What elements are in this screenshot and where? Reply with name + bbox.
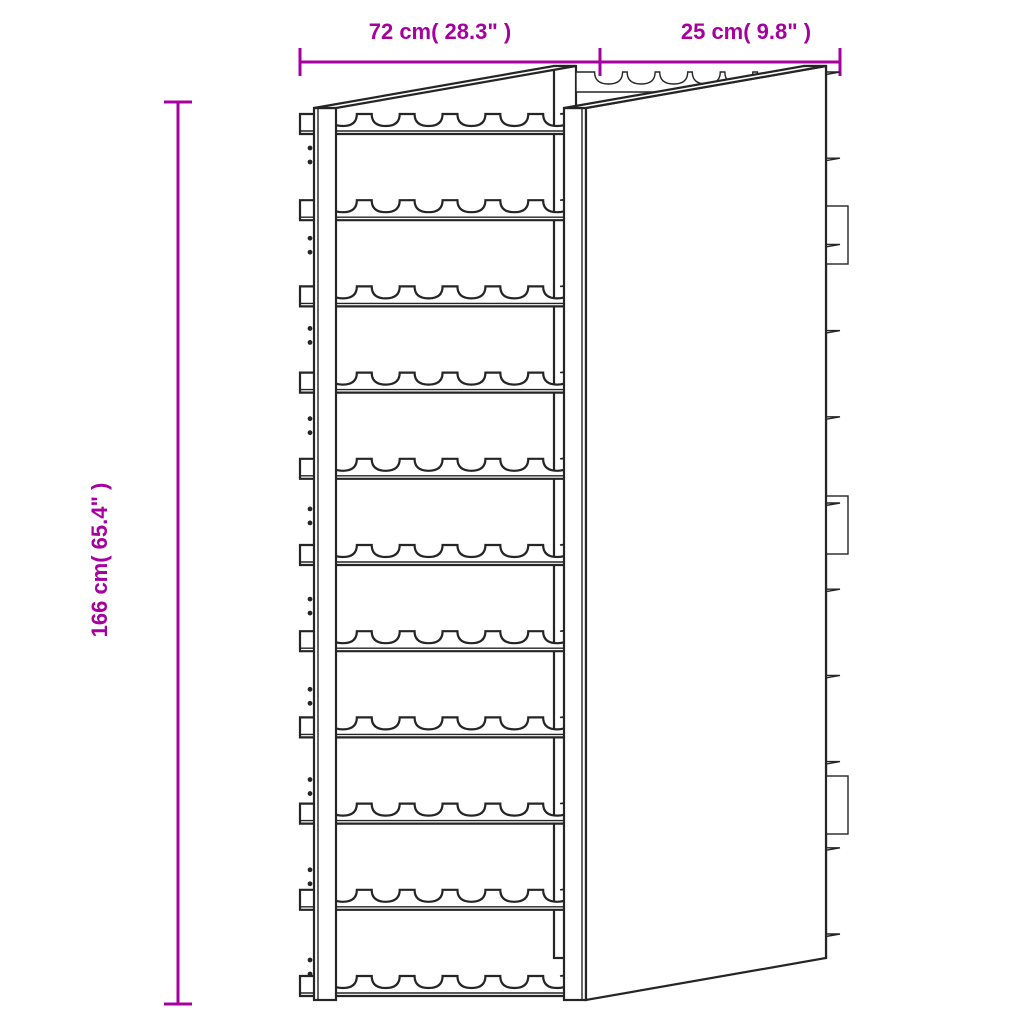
fastener-dot xyxy=(308,687,313,692)
post-front-right-side xyxy=(586,66,826,1000)
fastener-dot xyxy=(308,236,313,241)
fastener-dot xyxy=(308,597,313,602)
depth-label: 25 cm( 9.8" ) xyxy=(681,19,811,45)
fastener-dot xyxy=(308,867,313,872)
height-label: 166 cm( 65.4" ) xyxy=(87,483,113,638)
fastener-dot xyxy=(308,416,313,421)
fastener-dot xyxy=(308,958,313,963)
fastener-dot xyxy=(308,777,313,782)
wall-bracket xyxy=(824,776,848,834)
fastener-dot xyxy=(308,506,313,511)
wall-bracket xyxy=(824,206,848,264)
fastener-dot xyxy=(308,326,313,331)
width-label: 72 cm( 28.3" ) xyxy=(369,19,512,45)
fastener-dot xyxy=(308,146,313,151)
